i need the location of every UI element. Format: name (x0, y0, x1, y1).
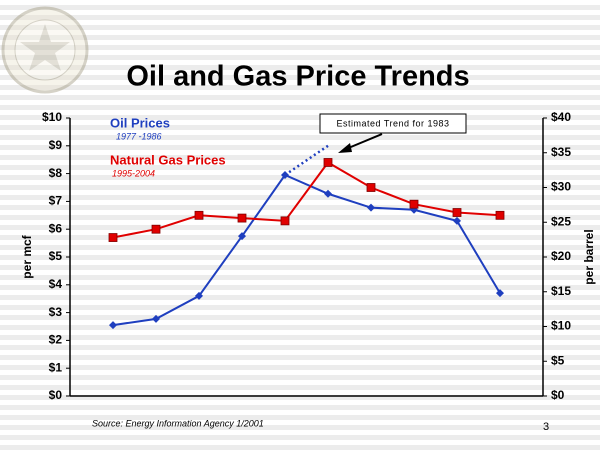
source: Source: Energy Information Agency 1/2001 (92, 418, 264, 428)
marker (367, 203, 375, 212)
chart-title: Oil and Gas Price Trends (126, 61, 469, 93)
trend-line (284, 144, 329, 177)
y-tick-label: $7 (49, 194, 63, 208)
marker (152, 314, 160, 323)
arrow-head (338, 143, 352, 153)
legend-period: 1977 -1986 (116, 131, 162, 141)
marker (495, 210, 505, 220)
y-tick-label: $3 (49, 305, 63, 319)
y2-tick-label: $25 (551, 214, 571, 228)
marker (151, 224, 161, 234)
marker (453, 216, 461, 225)
y2-tick-label: $5 (551, 353, 565, 367)
series-line (112, 161, 501, 239)
marker (409, 199, 419, 209)
marker (108, 233, 118, 242)
y-tick-label: $9 (49, 138, 63, 152)
series-line (112, 173, 501, 327)
page-number: 3 (543, 421, 549, 433)
marker (452, 208, 462, 217)
marker (280, 216, 290, 226)
seal (1, 6, 89, 94)
y-tick-label: $5 (49, 249, 63, 263)
y2-tick-label: $0 (551, 388, 565, 402)
marker (496, 289, 504, 298)
y2-tick-label: $15 (551, 284, 571, 298)
marker (323, 158, 333, 167)
y-tick-label: $1 (49, 360, 63, 374)
y-tick-label: $10 (42, 110, 62, 124)
y-axis-label: per mcf (20, 234, 34, 278)
y2-tick-label: $40 (551, 110, 571, 124)
y2-tick-label: $10 (551, 319, 571, 333)
annotation-arrow (345, 133, 383, 150)
marker (109, 321, 117, 330)
y-tick-label: $8 (49, 166, 63, 180)
y-tick-label: $2 (49, 333, 63, 347)
marker (195, 291, 203, 300)
annotation: Estimated Trend for 1983 (336, 118, 449, 128)
annotation-box (319, 113, 467, 134)
y2-tick-label: $35 (551, 145, 571, 159)
y-tick-label: $4 (49, 277, 63, 291)
legend-period: 1995-2004 (112, 168, 155, 178)
y-tick-label: $0 (49, 388, 63, 402)
legend-label: Natural Gas Prices (110, 152, 226, 167)
legend-label: Oil Prices (110, 115, 170, 130)
marker (238, 232, 246, 241)
y2-tick-label: $30 (551, 180, 571, 194)
marker (194, 210, 204, 220)
marker (237, 213, 247, 223)
y2-axis-label: per barrel (582, 229, 596, 284)
y-tick-label: $6 (49, 221, 63, 235)
y2-tick-label: $20 (551, 249, 571, 263)
marker (366, 183, 376, 192)
marker (324, 189, 332, 198)
